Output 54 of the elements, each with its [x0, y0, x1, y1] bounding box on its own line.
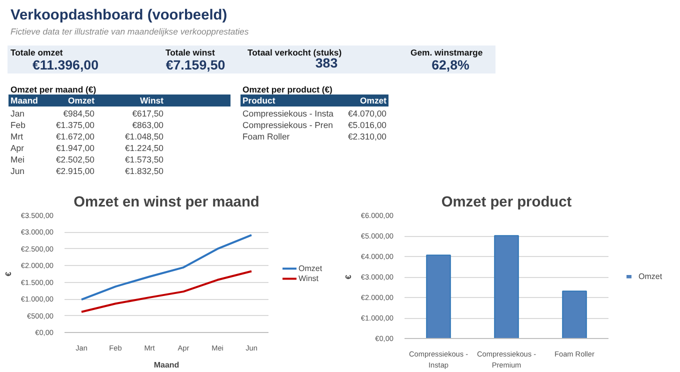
text: €1.832,50: [124, 166, 164, 176]
text: Foam Roller: [242, 132, 290, 142]
text: €7.159,50: [166, 58, 226, 72]
text: €2.310,00: [348, 132, 387, 142]
text: €1.947,00: [56, 143, 95, 153]
category-label: Winst: [140, 96, 164, 106]
text: 383: [315, 56, 338, 70]
y-axis-title: €: [344, 274, 353, 280]
text: Apr: [10, 143, 24, 153]
legend-label: Omzet: [298, 264, 323, 274]
text: 62,8%: [432, 58, 470, 72]
text: Omzet per maand (€): [10, 84, 96, 94]
line-series: [80, 234, 252, 301]
category-label: Omzet: [360, 96, 387, 106]
text: Verkoopdashboard (voorbeeld): [10, 8, 228, 24]
text: €5.016,00: [348, 120, 387, 130]
text: €1.048,50: [124, 132, 164, 142]
y-axis-title: €: [4, 271, 13, 276]
text: €4.070,00: [348, 108, 387, 118]
text: Mei: [10, 154, 25, 164]
text: Mrt: [10, 132, 24, 142]
chart-title: Omzet per product: [441, 194, 572, 210]
legend-label: Omzet: [638, 272, 663, 282]
text: €863,00: [132, 120, 164, 130]
category-label: Omzet: [68, 96, 95, 106]
text: €1.672,00: [56, 132, 95, 142]
text: Compressiekous - Insta: [242, 108, 334, 118]
x-axis-title: Maand: [154, 360, 180, 370]
text: €1.224,50: [124, 143, 164, 153]
text: Jun: [10, 166, 25, 176]
text: Compressiekous - Pren: [242, 120, 334, 130]
text: Omzet per product (€): [242, 84, 333, 94]
legend-label: Winst: [298, 274, 320, 284]
category-label: Totale winst: [166, 48, 215, 58]
text: Fictieve data ter illustratie van maandelijkse verkoopprestaties: [10, 26, 250, 36]
text: €1.375,00: [56, 120, 95, 130]
text: €1.573,50: [124, 154, 164, 164]
text: €2.915,00: [56, 166, 95, 176]
text: €11.396,00: [32, 58, 98, 72]
category-label: Product: [242, 96, 276, 106]
text: €984,50: [63, 108, 95, 118]
text: €617,50: [132, 108, 164, 118]
chart-title: Omzet en winst per maand: [74, 194, 260, 210]
text: Jan: [10, 108, 25, 118]
category-label: Gem. winstmarge: [410, 48, 483, 58]
text: €2.502,50: [56, 154, 95, 164]
text: Feb: [10, 120, 26, 130]
category-label: Maand: [10, 96, 38, 106]
bar: [562, 290, 587, 338]
bar: [494, 235, 519, 338]
category-label: Totaal verkocht (stuks): [248, 48, 342, 58]
bar: [426, 254, 451, 338]
category-label: Totale omzet: [10, 48, 63, 58]
line-series: [80, 270, 252, 313]
